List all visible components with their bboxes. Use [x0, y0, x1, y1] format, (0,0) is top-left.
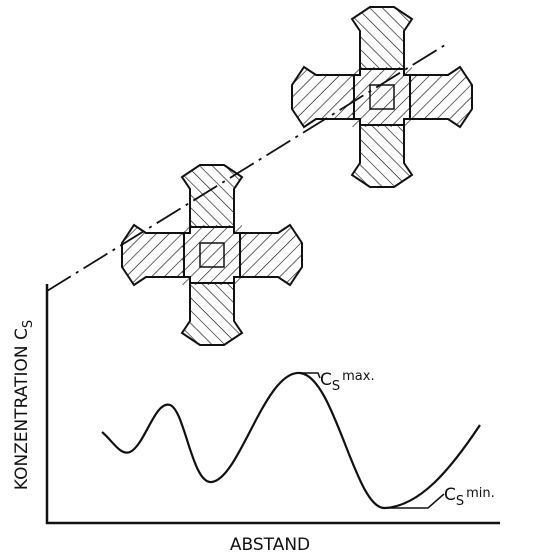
min-label: CSmin. — [444, 485, 495, 509]
x-axis-label: ABSTAND — [230, 535, 310, 555]
min-leader — [385, 493, 445, 509]
max-leader — [300, 372, 321, 379]
y-axis-label: KONZENTRATION CS — [12, 320, 36, 490]
curve — [101, 371, 481, 510]
crystal-upper — [292, 7, 472, 187]
crystal-lower — [122, 165, 302, 345]
max-label: CSmax. — [320, 369, 375, 394]
